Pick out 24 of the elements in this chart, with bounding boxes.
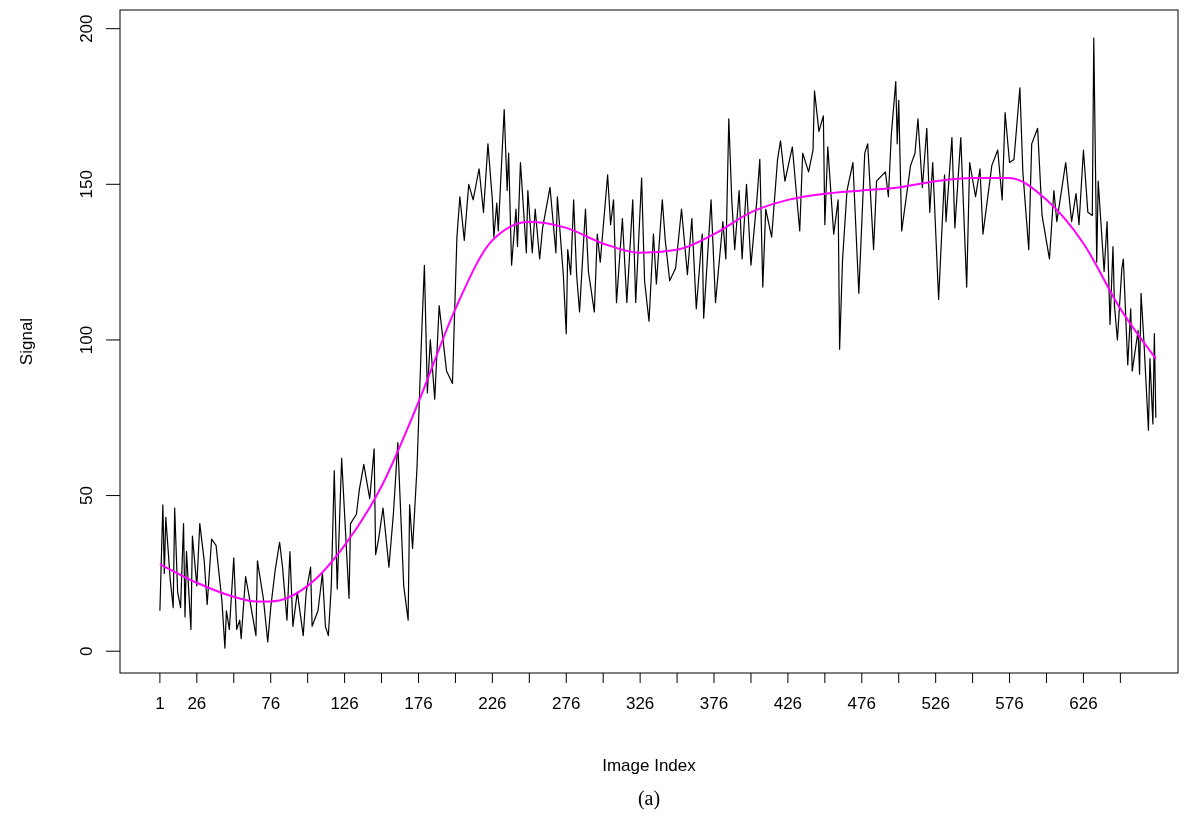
x-tick-label: 276 — [552, 694, 581, 713]
y-axis-title: Signal — [17, 317, 36, 366]
text: (a) — [637, 787, 661, 810]
y-tick-label: 150 — [77, 170, 96, 199]
x-tick-label: 326 — [625, 694, 655, 713]
x-tick-label: 426 — [773, 694, 803, 713]
x-tick-label: 76 — [261, 694, 281, 713]
x-tick-label: 176 — [404, 694, 433, 713]
x-tick-label: 226 — [478, 694, 507, 713]
x-tick-label: 476 — [847, 694, 876, 713]
x-tick-label: 1 — [155, 694, 165, 713]
x-tick-label: 126 — [330, 694, 359, 713]
x-axis-title: Image Index — [602, 756, 697, 775]
y-tick-label: 200 — [77, 14, 96, 43]
y-tick-label: 100 — [77, 325, 96, 355]
line-series — [158, 177, 1157, 603]
x-tick-label: 626 — [1069, 694, 1098, 713]
y-tick-label: 0 — [77, 646, 96, 656]
x-tick-label: 26 — [187, 694, 207, 713]
y-tick-label: 50 — [77, 486, 96, 506]
line-series — [159, 37, 1157, 649]
x-tick-label: 526 — [921, 694, 950, 713]
x-tick-label: 376 — [699, 694, 729, 713]
x-tick-label: 576 — [995, 694, 1024, 713]
